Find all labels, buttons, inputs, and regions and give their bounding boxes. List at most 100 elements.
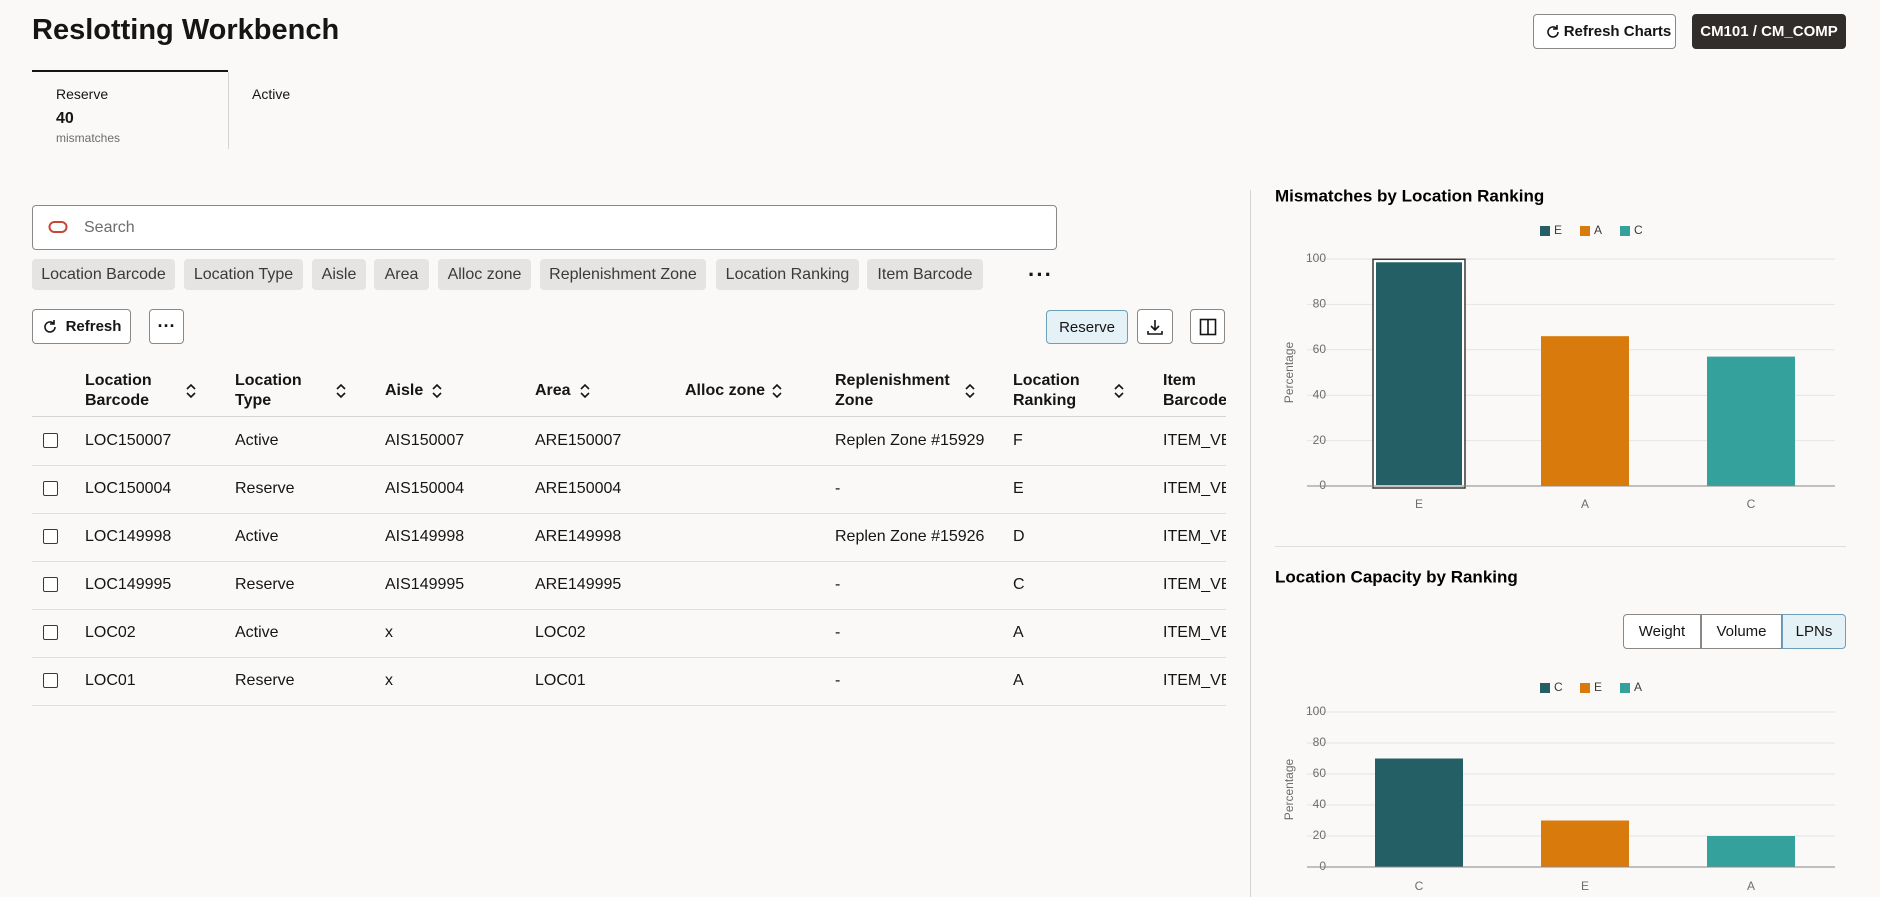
filter-chip[interactable]: Aisle (312, 259, 366, 290)
columns-button[interactable] (1190, 309, 1225, 344)
table-cell: Replen Zone #15926 (835, 528, 985, 545)
y-tick-label: 100 (1306, 251, 1326, 265)
sort-icon[interactable] (184, 382, 198, 400)
table-cell: LOC149998 (85, 528, 172, 545)
column-header[interactable]: Alloc zone (685, 382, 766, 399)
column-header[interactable]: Location Barcode (85, 372, 152, 409)
row-rule (32, 465, 1226, 466)
table: Location Barcode Location Type Aisle Area Al… (32, 372, 1226, 706)
table-cell: Active (235, 432, 279, 449)
bar-selection (1372, 258, 1466, 489)
table-cell: ARE149995 (535, 576, 622, 593)
filter-chip[interactable]: Location Barcode (32, 259, 175, 290)
filter-chip[interactable]: Location Ranking (716, 259, 859, 290)
table-cell: Reserve (235, 576, 295, 593)
y-axis-label: Percentage (1282, 758, 1296, 820)
column-header[interactable]: Replenishment Zone (835, 372, 950, 409)
column-header[interactable]: Item Barcode (1163, 372, 1226, 409)
table-cell: LOC150007 (85, 432, 172, 449)
y-tick-label: 20 (1313, 433, 1327, 447)
table-cell: AIS149998 (385, 528, 465, 545)
button-label: Refresh (65, 318, 122, 335)
table-cell: Replen Zone #15929 (835, 432, 985, 449)
table-cell: x (385, 672, 393, 689)
sort-icon[interactable] (770, 382, 784, 400)
search-box[interactable]: Search (32, 205, 1057, 250)
bar (1541, 336, 1629, 486)
y-tick-label: 100 (1306, 704, 1326, 718)
chart-title: Mismatches by Location Ranking (1275, 186, 1544, 205)
table-cell: D (1013, 528, 1025, 545)
table-cell: - (835, 624, 841, 641)
reserve-button[interactable]: Reserve (1046, 310, 1128, 344)
row-checkbox[interactable] (43, 529, 58, 544)
y-tick-label: 0 (1319, 478, 1326, 492)
table-cell: LOC149995 (85, 576, 172, 593)
header-rule (32, 416, 1226, 417)
table-cell: - (835, 576, 841, 593)
toggle-button[interactable]: Volume (1701, 614, 1782, 649)
tab-label[interactable]: Active (252, 86, 291, 102)
filter-chip[interactable]: Replenishment Zone (540, 259, 706, 290)
table-cell: ARE150007 (535, 432, 622, 449)
y-tick-label: 60 (1313, 766, 1327, 780)
tab-underline (32, 70, 228, 72)
y-tick-label: 40 (1313, 797, 1327, 811)
column-header[interactable]: Location Ranking (1013, 372, 1080, 409)
column-header[interactable]: Location Type (235, 372, 302, 409)
filter-chip[interactable]: Item Barcode (867, 259, 983, 290)
row-rule (32, 513, 1226, 514)
row-rule (32, 657, 1226, 658)
column-header[interactable]: Aisle (385, 382, 424, 399)
table-cell: Reserve (235, 672, 295, 689)
context-button[interactable]: CM101 / CM_COMP (1692, 14, 1846, 49)
x-tick-label: A (1581, 497, 1589, 511)
more-button[interactable]: ··· (149, 309, 184, 344)
bar (1707, 836, 1795, 867)
toggle-button[interactable]: LPNs (1782, 614, 1846, 649)
refresh-icon (44, 320, 56, 333)
row-checkbox[interactable] (43, 481, 58, 496)
legend-label: C (1554, 680, 1563, 694)
legend-swatch (1580, 226, 1590, 236)
filter-chip[interactable]: Location Type (184, 259, 303, 290)
filter-chip[interactable]: Area (374, 259, 429, 290)
table-cell: ITEM_VE (1163, 672, 1226, 689)
row-checkbox[interactable] (43, 577, 58, 592)
row-checkbox[interactable] (43, 673, 58, 688)
column-header[interactable]: Area (535, 382, 571, 399)
tab[interactable]: Reserve 40 mismatches (32, 72, 228, 149)
table-cell: ITEM_VE (1163, 576, 1226, 593)
download-button[interactable] (1137, 309, 1173, 344)
y-tick-label: 20 (1313, 828, 1327, 842)
y-tick-label: 80 (1313, 735, 1327, 749)
legend-label: E (1594, 680, 1602, 694)
x-tick-label: A (1747, 879, 1755, 893)
refresh-button[interactable]: Refresh (32, 309, 131, 344)
filter-chip[interactable]: Alloc zone (438, 259, 531, 290)
bar (1374, 260, 1464, 487)
y-tick-label: 60 (1313, 342, 1327, 356)
row-checkbox[interactable] (43, 625, 58, 640)
sort-icon[interactable] (430, 382, 444, 400)
row-rule (32, 705, 1226, 706)
sort-icon[interactable] (334, 382, 348, 400)
refresh-charts-button[interactable]: Refresh Charts (1533, 14, 1676, 49)
button-label: CM101 / CM_COMP (1700, 23, 1838, 40)
more-filters[interactable]: ··· (1028, 262, 1053, 287)
table-cell: LOC02 (535, 624, 586, 641)
toggle-button[interactable]: Weight (1623, 614, 1701, 649)
row-rule (32, 609, 1226, 610)
table-cell: Active (235, 528, 279, 545)
table-cell: AIS149995 (385, 576, 465, 593)
table-cell: LOC01 (535, 672, 586, 689)
sort-icon[interactable] (578, 382, 592, 400)
sort-icon[interactable] (963, 382, 977, 400)
row-checkbox[interactable] (43, 433, 58, 448)
sort-icon[interactable] (1112, 382, 1126, 400)
chart-title: Location Capacity by Ranking (1275, 567, 1518, 586)
download-icon (1147, 319, 1163, 335)
table-cell: LOC01 (85, 672, 136, 689)
table-cell: AIS150007 (385, 432, 465, 449)
